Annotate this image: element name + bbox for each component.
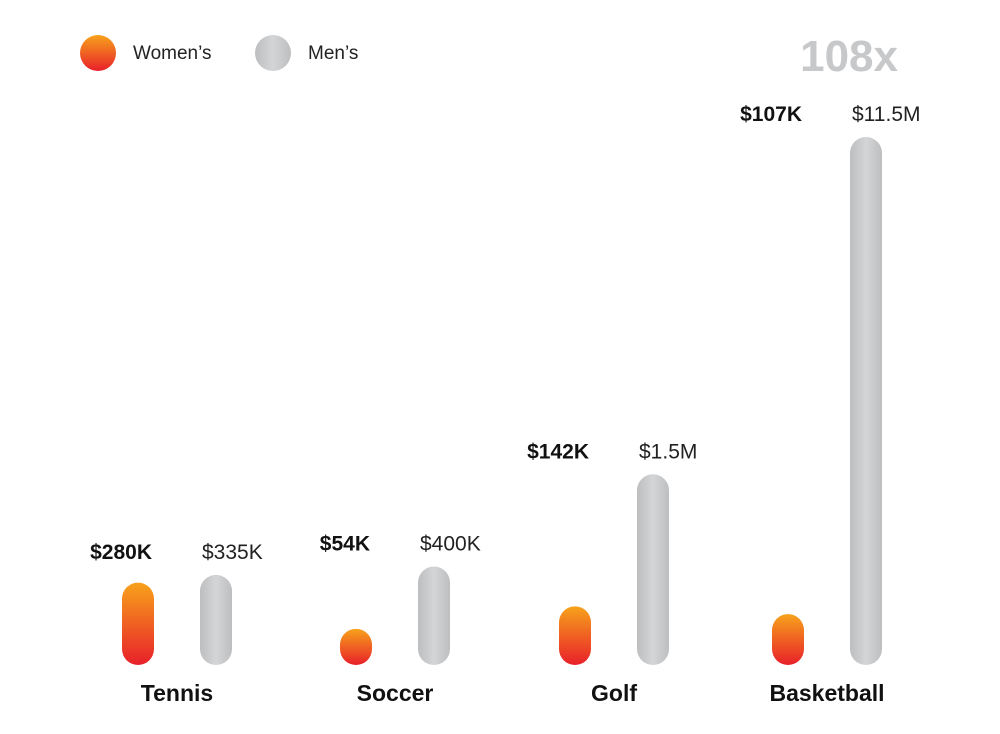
bar-men-basketball: [850, 137, 882, 665]
legend-women-label: Women’s: [133, 43, 212, 64]
bar-women-soccer: [340, 628, 372, 665]
multiplier-annotation: 108x: [800, 32, 898, 81]
chart-marks: $280K $335K Tennis $54K $400K Soccer $142K $1.5…: [90, 103, 920, 706]
category-label-tennis: Tennis: [141, 680, 213, 706]
bar-women-tennis: [122, 582, 154, 665]
legend-women-swatch: [80, 35, 116, 71]
value-label-women-golf: $142K: [527, 440, 589, 463]
category-label-golf: Golf: [591, 680, 637, 706]
category-label-soccer: Soccer: [357, 680, 434, 706]
bar-men-soccer: [418, 566, 450, 665]
value-label-women-tennis: $280K: [90, 541, 152, 564]
value-label-women-soccer: $54K: [320, 533, 370, 556]
legend: Women’s Men’s: [80, 35, 358, 71]
legend-men-swatch: [255, 35, 291, 71]
bar-women-basketball: [772, 614, 804, 665]
bar-women-golf: [559, 606, 591, 665]
bar-men-golf: [637, 474, 669, 665]
bar-men-tennis: [200, 574, 232, 665]
category-label-basketball: Basketball: [769, 680, 884, 706]
value-label-men-golf: $1.5M: [639, 440, 697, 463]
value-label-men-soccer: $400K: [420, 533, 481, 556]
legend-men-label: Men’s: [308, 43, 358, 64]
value-label-women-basketball: $107K: [740, 103, 802, 126]
value-label-men-basketball: $11.5M: [852, 103, 921, 126]
value-label-men-tennis: $335K: [202, 541, 263, 564]
